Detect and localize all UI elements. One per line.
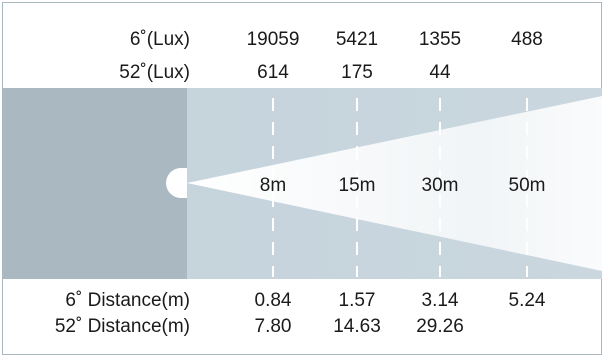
fixture-panel bbox=[3, 88, 187, 279]
label-6deg-lux: 6˚(Lux) bbox=[129, 29, 190, 50]
lux6-value: 5421 bbox=[335, 29, 379, 50]
dist6-value: 5.24 bbox=[508, 290, 546, 311]
distance-label: 30m bbox=[421, 175, 459, 196]
label-52deg-lux: 52˚(Lux) bbox=[119, 62, 190, 83]
label-6deg-distance: 6˚ Distance(m) bbox=[65, 290, 190, 311]
dist6-value: 1.57 bbox=[338, 290, 376, 311]
lux52-value: 614 bbox=[257, 62, 289, 83]
lux6-value: 19059 bbox=[246, 29, 300, 50]
dist52-value: 14.63 bbox=[333, 316, 381, 337]
dist6-value: 0.84 bbox=[254, 290, 292, 311]
lux52-value: 44 bbox=[429, 62, 451, 83]
lux52-value: 175 bbox=[341, 62, 373, 83]
light-cone bbox=[187, 96, 602, 271]
label-52deg-distance: 52˚ Distance(m) bbox=[54, 316, 190, 337]
distance-label: 8m bbox=[259, 175, 287, 196]
fixture-lens bbox=[166, 168, 187, 198]
distance-label: 50m bbox=[508, 175, 546, 196]
dist6-value: 3.14 bbox=[421, 290, 459, 311]
distance-markers bbox=[272, 98, 528, 277]
distance-label: 15m bbox=[338, 175, 376, 196]
dist52-value: 7.80 bbox=[254, 316, 292, 337]
lux6-value: 488 bbox=[511, 29, 543, 50]
lux6-value: 1355 bbox=[418, 29, 462, 50]
dist52-value: 29.26 bbox=[416, 316, 464, 337]
beam-illustration bbox=[3, 88, 602, 279]
